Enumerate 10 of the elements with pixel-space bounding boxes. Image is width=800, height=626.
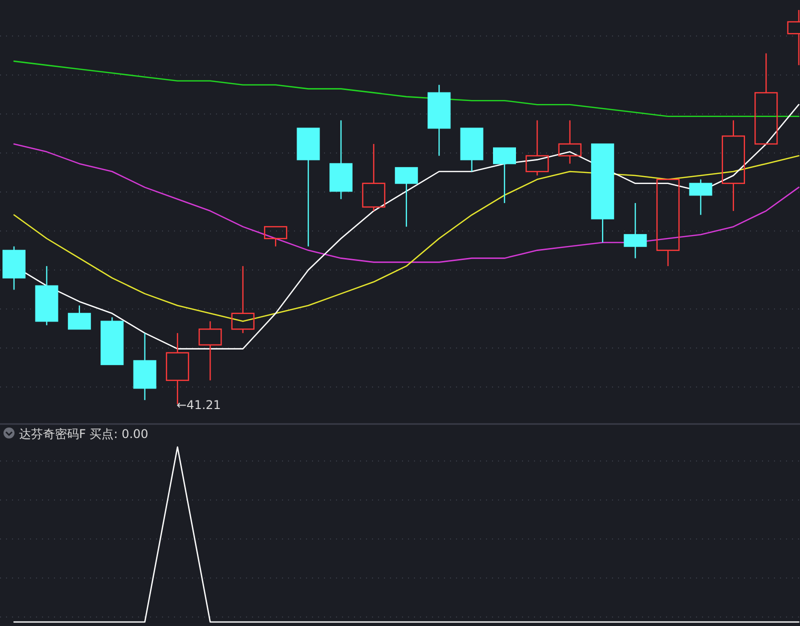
candlestick [689,178,712,216]
candlestick [362,143,386,212]
candlestick [133,332,156,401]
candlestick [35,266,58,326]
annotation: ←41.21 [176,398,221,412]
candlestick [722,120,745,212]
chart-title: 达芬奇密码F 买点: 0.00 [19,427,148,441]
candlestick [624,202,647,259]
candlestick [526,120,549,176]
candlestick [198,320,222,381]
